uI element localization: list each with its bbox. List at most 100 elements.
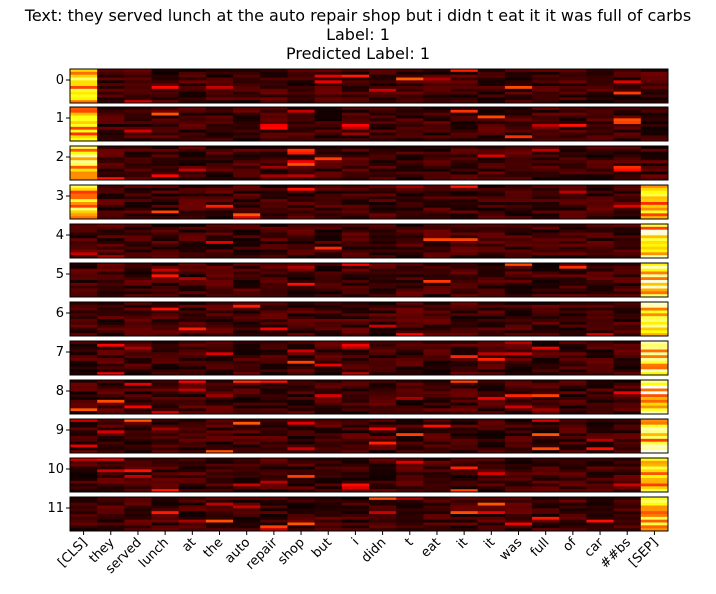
heatmap-cell: [586, 271, 615, 275]
heatmap-cell: [423, 463, 451, 467]
heatmap-cell: [477, 255, 506, 259]
heatmap-cell: [369, 107, 397, 111]
heatmap-cell: [205, 129, 234, 133]
heatmap-cell: [205, 243, 234, 248]
heatmap-cell: [640, 285, 669, 289]
heatmap-cell: [586, 97, 615, 101]
heatmap-cell: [314, 86, 343, 90]
heatmap-cell: [341, 397, 370, 401]
heatmap-cell: [559, 477, 587, 482]
heatmap-cell: [314, 187, 343, 192]
heatmap-cell: [477, 424, 506, 428]
heatmap-cell: [205, 71, 234, 76]
heatmap-cell: [151, 477, 180, 482]
heatmap-cell: [504, 126, 533, 131]
heatmap-cell: [205, 519, 234, 523]
heatmap-cell: [640, 107, 669, 111]
heatmap-cell: [314, 460, 343, 465]
heatmap-cell: [532, 341, 560, 345]
heatmap-cell: [205, 380, 234, 384]
heatmap-cell: [151, 363, 180, 367]
heatmap-cell: [341, 447, 370, 451]
heatmap-cell: [504, 341, 533, 345]
heatmap-cell: [97, 469, 125, 473]
heatmap-cell: [640, 163, 669, 167]
heatmap-cell: [151, 238, 180, 242]
heatmap-cell: [477, 274, 506, 278]
heatmap-cell: [559, 525, 587, 529]
heatmap-cell: [640, 397, 669, 401]
heatmap-cell: [532, 438, 560, 443]
heatmap-cell: [178, 405, 207, 409]
heatmap-cell: [613, 165, 642, 170]
heatmap-cell: [586, 369, 615, 373]
heatmap-cell: [287, 419, 316, 423]
heatmap-cell: [151, 199, 180, 203]
heatmap-cell: [260, 469, 288, 473]
heatmap-cell: [124, 372, 152, 376]
heatmap-cell: [287, 363, 316, 367]
heatmap-cell: [586, 313, 615, 317]
heatmap-cell: [287, 405, 316, 409]
heatmap-cell: [124, 271, 152, 275]
heatmap-cell: [205, 112, 234, 116]
heatmap-cell: [151, 424, 180, 428]
heatmap-cell: [205, 177, 234, 181]
heatmap-cell: [287, 83, 316, 87]
heatmap-cell: [178, 304, 207, 309]
heatmap-cell: [640, 252, 669, 256]
heatmap-cell: [151, 352, 180, 356]
heatmap-cell: [314, 190, 343, 194]
heatmap-cell: [97, 460, 125, 465]
heatmap-cell: [640, 346, 669, 350]
heatmap-cell: [586, 86, 615, 90]
heatmap-cell: [450, 207, 479, 211]
heatmap-cell: [423, 458, 451, 462]
heatmap-cell: [287, 463, 316, 467]
heatmap-cell: [369, 522, 397, 526]
heatmap-cell: [233, 185, 261, 189]
heatmap-cell: [260, 126, 288, 131]
heatmap-cell: [97, 433, 125, 437]
heatmap-cell: [586, 69, 615, 73]
heatmap-cell: [586, 199, 615, 203]
heatmap-cell: [178, 97, 207, 101]
heatmap-cell: [287, 138, 316, 142]
heatmap-cell: [233, 151, 261, 155]
heatmap-cell: [178, 138, 207, 142]
heatmap-cell: [613, 97, 642, 101]
heatmap-cell: [504, 511, 533, 515]
heatmap-cell: [233, 83, 261, 87]
heatmap-cell: [586, 363, 615, 367]
heatmap-cell: [613, 408, 642, 412]
heatmap-cell: [97, 525, 125, 529]
heatmap-cell: [341, 226, 370, 231]
heatmap-cell: [450, 112, 479, 116]
heatmap-cell: [396, 380, 424, 384]
heatmap-cell: [532, 238, 560, 242]
heatmap-cell: [559, 94, 587, 98]
heatmap-cell: [70, 193, 98, 197]
heatmap-cell: [532, 263, 560, 267]
heatmap-cell: [151, 100, 180, 104]
heatmap-cell: [70, 121, 98, 125]
heatmap-cell: [369, 327, 397, 331]
heatmap-cell: [205, 475, 234, 479]
heatmap-cell: [559, 475, 587, 479]
heatmap-cell: [260, 427, 288, 431]
heatmap-cell: [70, 430, 98, 434]
heatmap-cell: [151, 160, 180, 164]
heatmap-cell: [97, 255, 125, 259]
heatmap-cell: [369, 402, 397, 406]
heatmap-cell: [97, 497, 125, 501]
heatmap-cell: [233, 358, 261, 362]
heatmap-cell: [260, 321, 288, 326]
heatmap-cell: [423, 226, 451, 231]
heatmap-cell: [532, 187, 560, 192]
heatmap-cell: [586, 319, 615, 323]
heatmap-cell: [70, 499, 98, 504]
heatmap-cell: [396, 109, 424, 114]
heatmap-cell: [369, 100, 397, 104]
heatmap-cell: [70, 241, 98, 245]
heatmap-cell: [613, 238, 642, 242]
